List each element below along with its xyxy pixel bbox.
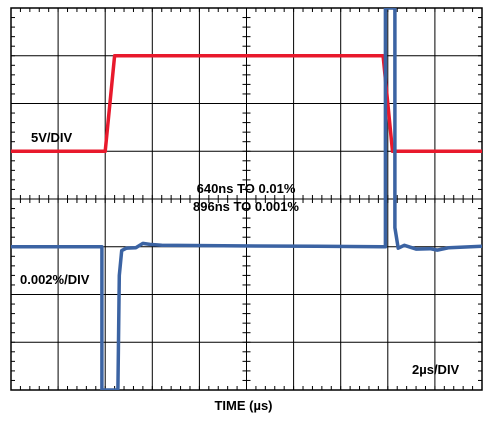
plot-frame	[10, 7, 483, 391]
annotation-640ns: 640ns TO 0.01%	[197, 181, 296, 196]
series-line-5v-div	[11, 54, 482, 154]
x-scale-label: 2µs/DIV	[412, 362, 460, 377]
series-line-0.002pct-div	[11, 8, 482, 390]
plot-border	[10, 7, 483, 391]
series-label-0.002pct-div: 0.002%/DIV	[20, 272, 90, 287]
annotation-896ns: 896ns TO 0.001%	[193, 199, 299, 214]
x-axis-title: TIME (µs)	[214, 398, 273, 413]
series-label-5v-div: 5V/DIV	[31, 130, 73, 145]
